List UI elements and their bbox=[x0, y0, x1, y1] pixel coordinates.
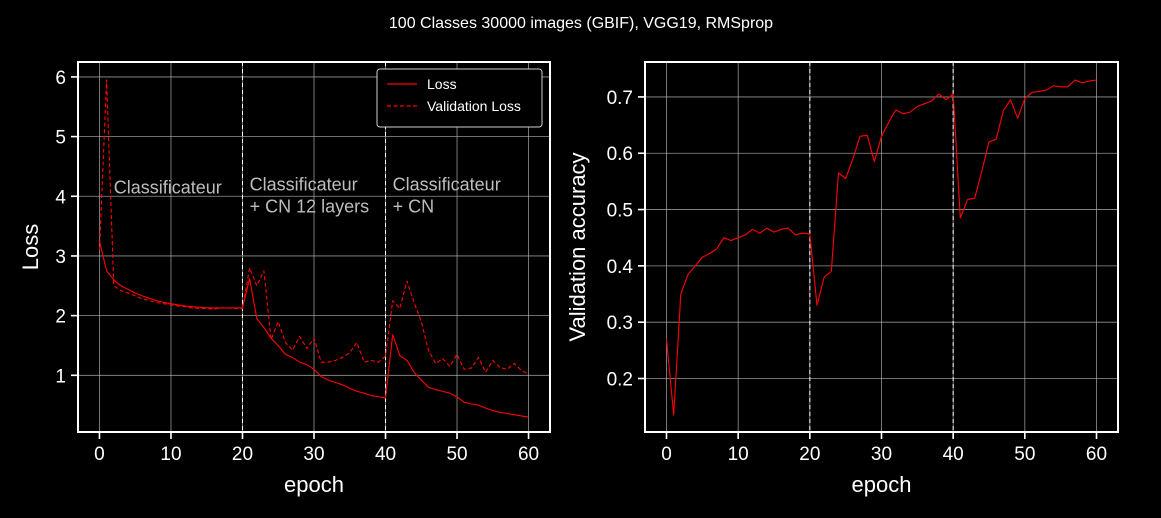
y-tick-label: 0.6 bbox=[607, 144, 633, 165]
y-axis-label: Loss bbox=[18, 224, 43, 270]
x-tick-label: 10 bbox=[728, 444, 749, 465]
phase-annotation: Classificateur + CN 12 layers bbox=[250, 174, 370, 216]
y-axis-label: Validation accuracy bbox=[565, 152, 590, 341]
x-tick-label: 10 bbox=[160, 444, 181, 465]
y-tick-label: 4 bbox=[55, 187, 66, 208]
x-axis-label: epoch bbox=[284, 472, 344, 497]
x-tick-label: 20 bbox=[799, 444, 820, 465]
x-tick-label: 0 bbox=[94, 444, 105, 465]
y-tick-label: 0.4 bbox=[607, 257, 634, 278]
phase-annotation: Classificateur bbox=[114, 177, 222, 197]
x-tick-label: 50 bbox=[1014, 444, 1035, 465]
legend-label: Validation Loss bbox=[427, 98, 521, 114]
validation-loss-line bbox=[98, 79, 529, 375]
x-tick-label: 40 bbox=[943, 444, 964, 465]
y-tick-label: 2 bbox=[55, 307, 66, 328]
legend-label: Loss bbox=[427, 76, 457, 92]
phase-annotation: Classificateur + CN bbox=[393, 174, 501, 216]
y-tick-label: 0.2 bbox=[607, 369, 633, 390]
x-tick-label: 60 bbox=[518, 444, 539, 465]
x-tick-label: 20 bbox=[232, 444, 253, 465]
x-tick-label: 0 bbox=[661, 444, 672, 465]
x-tick-label: 30 bbox=[871, 444, 892, 465]
x-tick-label: 30 bbox=[303, 444, 324, 465]
y-tick-label: 0.5 bbox=[607, 201, 633, 222]
figure-title: 100 Classes 30000 images (GBIF), VGG19, … bbox=[389, 15, 773, 32]
x-tick-label: 50 bbox=[446, 444, 467, 465]
series-0-line bbox=[665, 79, 1097, 416]
y-tick-label: 1 bbox=[55, 366, 66, 387]
legend-box bbox=[376, 68, 543, 128]
y-tick-label: 3 bbox=[55, 247, 66, 268]
y-tick-label: 5 bbox=[55, 128, 66, 149]
loss-plot: 0 10 20 30 40 50 60 1 2 3 4 5 6 epoch Loss Classificate… bbox=[18, 61, 551, 497]
validation-accuracy-plot: 0 10 20 30 40 50 60 0.2 0.3 0.4 0.5 0.6 0.7 epoch Vali… bbox=[565, 61, 1119, 497]
x-tick-label: 60 bbox=[1086, 444, 1107, 465]
y-tick-label: 0.7 bbox=[607, 88, 633, 109]
y-tick-label: 0.3 bbox=[607, 313, 633, 334]
y-tick-label: 6 bbox=[55, 68, 66, 89]
loss-line bbox=[98, 240, 529, 418]
x-tick-label: 40 bbox=[375, 444, 396, 465]
x-axis-label: epoch bbox=[852, 472, 912, 497]
